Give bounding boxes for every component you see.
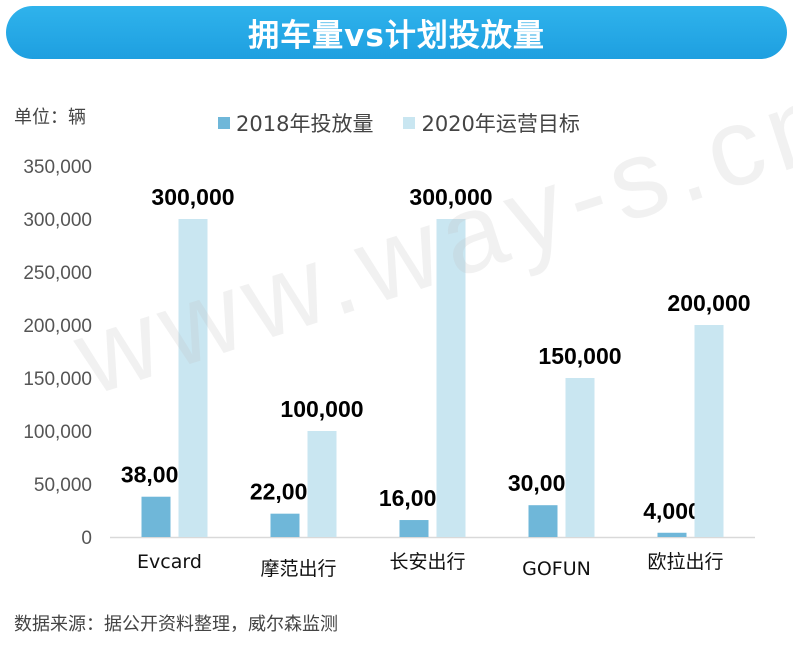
- data-label-2020: 100,000: [280, 396, 363, 422]
- bar-2020: [178, 219, 208, 537]
- y-tick-label: 50,000: [34, 475, 92, 496]
- bar-2018: [657, 532, 687, 537]
- legend-label-2020: 2020年运营目标: [421, 112, 580, 136]
- data-label-2020: 300,000: [151, 184, 234, 210]
- bar-2020: [307, 431, 337, 537]
- y-tick-label: 150,000: [23, 369, 92, 390]
- bar-2018: [141, 496, 171, 537]
- bar-2020: [694, 325, 724, 537]
- bar-2020: [436, 219, 466, 537]
- chart-title: 拥车量vs计划投放量: [248, 18, 545, 54]
- y-tick-label: 100,000: [23, 422, 92, 443]
- legend-label-2018: 2018年投放量: [236, 112, 374, 136]
- y-tick-label: 0: [81, 528, 92, 549]
- category-label: GOFUN: [522, 558, 591, 580]
- legend-item-2018: 2018年投放量: [218, 108, 373, 138]
- category-label: 摩范出行: [260, 558, 336, 580]
- y-tick-label: 250,000: [23, 263, 92, 284]
- y-tick-label: 300,000: [23, 210, 92, 231]
- title-banner: 拥车量vs计划投放量: [6, 6, 787, 59]
- bar-2020: [565, 378, 595, 537]
- data-label-2020: 300,000: [409, 184, 492, 210]
- y-tick-label: 200,000: [23, 316, 92, 337]
- legend-swatch-2020: [403, 117, 416, 129]
- y-tick-label: 350,000: [23, 157, 92, 178]
- bar-2018: [270, 513, 300, 537]
- legend: 2018年投放量 2020年运营目标: [218, 108, 580, 138]
- data-label-2018: 4,000: [643, 498, 701, 524]
- category-label: Evcard: [137, 551, 202, 573]
- category-label: 欧拉出行: [647, 551, 723, 573]
- data-label-2020: 200,000: [667, 290, 750, 316]
- bar-2018: [528, 505, 558, 537]
- data-label-2020: 150,000: [538, 343, 621, 369]
- unit-label: 单位：辆: [14, 107, 86, 128]
- bar-2018: [399, 520, 429, 537]
- legend-item-2020: 2020年运营目标: [403, 108, 580, 138]
- source-note: 数据来源：据公开资料整理，威尔森监测: [14, 614, 338, 635]
- category-label: 长安出行: [389, 551, 465, 573]
- legend-swatch-2018: [218, 117, 230, 129]
- bar-chart: 0 50,000 100,000 150,000 200,000 250,000 300,0…: [23, 157, 755, 580]
